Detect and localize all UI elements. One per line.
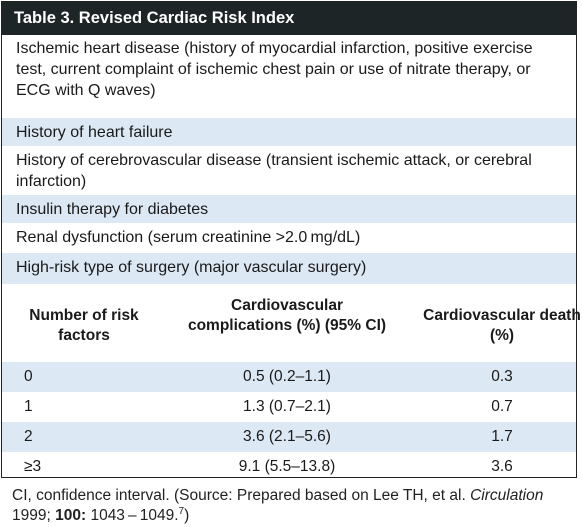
criterion-row: History of cerebrovascular disease (tran… [2,147,576,196]
footnote-journal: Circulation [470,487,544,504]
criterion-row: Renal dysfunction (serum creatinine >2.0… [2,224,576,254]
cell-number: 1 [24,398,33,415]
table-title: Table 3. Revised Cardiac Risk Index [14,9,295,27]
cell-complications: 3.6 (2.1–5.6) [243,428,331,445]
criterion-text: Insulin therapy for diabetes [16,201,209,218]
cell-death: 0.7 [491,398,513,415]
risk-index-table: Table 3. Revised Cardiac Risk Index Isch… [1,1,581,478]
cell-complications: 0.5 (0.2–1.1) [243,368,331,385]
cell-death: 0.3 [491,368,513,385]
cell-death: 3.6 [491,458,513,475]
criterion-row: Ischemic heart disease (history of myoca… [2,35,576,119]
table-row: 2 3.6 (2.1–5.6) 1.7 [2,422,576,452]
results-section: Number of risk factors Cardiovascular co… [2,284,581,477]
table-row: 0 0.5 (0.2–1.1) 0.3 [2,362,576,392]
cell-number: ≥3 [24,458,42,475]
table-row: ≥3 9.1 (5.5–13.8) 3.6 [2,452,576,482]
table-title-bar: Table 3. Revised Cardiac Risk Index [2,2,576,35]
footnote-volume: 100: [55,507,87,524]
footnote-text: 1999; [12,507,56,524]
table-row: 1 1.3 (0.7–2.1) 0.7 [2,392,576,422]
criterion-text: History of heart failure [16,124,173,141]
criterion-text: Ischemic heart disease (history of myoca… [16,40,533,99]
footnote-ref: 7 [178,505,185,517]
cell-complications: 1.3 (0.7–2.1) [243,398,331,415]
header-number: Number of risk factors [29,307,139,344]
criterion-row: History of heart failure [2,119,576,147]
cell-death: 1.7 [491,428,513,445]
criterion-text: High-risk type of surgery (major vascula… [16,259,367,276]
footnote-text: 1043 – 1049. [86,507,179,524]
header-complications: Cardiovascular complications (%) (95% CI… [187,297,387,334]
table-footnote: CI, confidence interval. (Source: Prepar… [12,486,572,526]
cell-number: 2 [24,428,33,445]
footnote-text: ) [184,507,190,524]
header-death: Cardiovascular death (%) [423,307,581,344]
criterion-text: History of cerebrovascular disease (tran… [16,152,532,190]
criterion-text: Renal dysfunction (serum creatinine >2.0… [16,229,361,246]
cell-complications: 9.1 (5.5–13.8) [238,458,336,475]
footnote-text: CI, confidence interval. (Source: Prepar… [12,487,471,504]
cell-number: 0 [24,368,33,385]
criterion-row: Insulin therapy for diabetes [2,196,576,224]
criterion-row: High-risk type of surgery (major vascula… [2,254,576,284]
